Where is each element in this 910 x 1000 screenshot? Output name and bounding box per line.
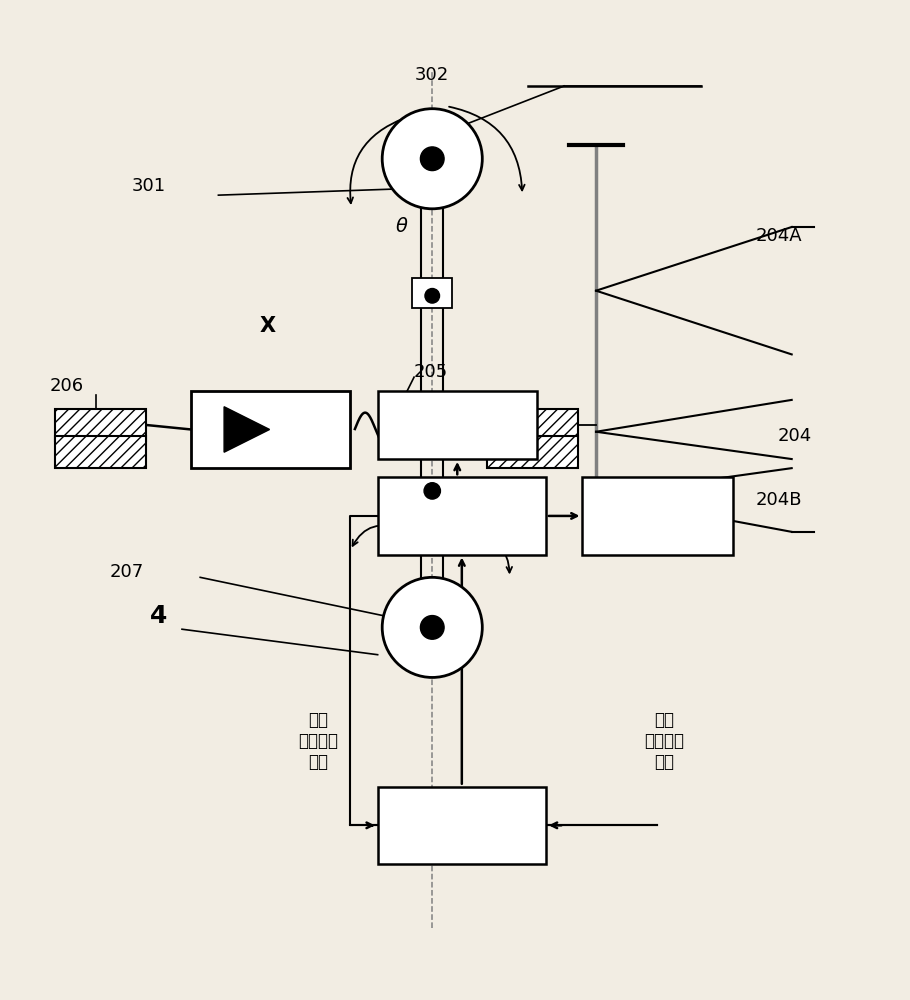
Text: 三路电源: 三路电源 — [638, 507, 677, 525]
Bar — [191, 391, 350, 468]
Bar — [582, 477, 733, 555]
Circle shape — [382, 109, 482, 209]
Bar — [487, 436, 578, 468]
Circle shape — [424, 483, 440, 499]
Bar — [378, 787, 546, 864]
Text: 302: 302 — [415, 66, 450, 84]
Text: 三路驱动
器: 三路驱动 器 — [442, 497, 481, 535]
Bar — [487, 409, 578, 441]
Text: 204B: 204B — [755, 491, 802, 509]
Circle shape — [420, 147, 444, 171]
Bar — [55, 436, 146, 468]
Text: 三路
反馈摆角
信号: 三路 反馈摆角 信号 — [298, 711, 339, 771]
Text: 206: 206 — [50, 377, 84, 395]
Text: 三路控
制器: 三路控 制器 — [447, 806, 477, 845]
Text: θ: θ — [396, 217, 408, 236]
Text: 205: 205 — [414, 363, 449, 381]
Polygon shape — [224, 407, 269, 452]
Text: X: X — [259, 316, 276, 336]
Text: 301: 301 — [132, 177, 166, 195]
Circle shape — [425, 289, 440, 303]
Bar — [412, 278, 452, 308]
Text: θ: θ — [396, 508, 408, 527]
Text: 三路
指令摆角
信号: 三路 指令摆角 信号 — [644, 711, 684, 771]
Bar — [378, 391, 537, 459]
Circle shape — [420, 616, 444, 639]
Text: 三路
电机: 三路 电机 — [448, 406, 467, 444]
Text: 4: 4 — [150, 604, 167, 628]
Text: 207: 207 — [109, 563, 144, 581]
Text: 204A: 204A — [755, 227, 802, 245]
Bar — [55, 409, 146, 441]
Text: 204: 204 — [778, 427, 813, 445]
Bar — [378, 477, 546, 555]
Circle shape — [382, 577, 482, 677]
